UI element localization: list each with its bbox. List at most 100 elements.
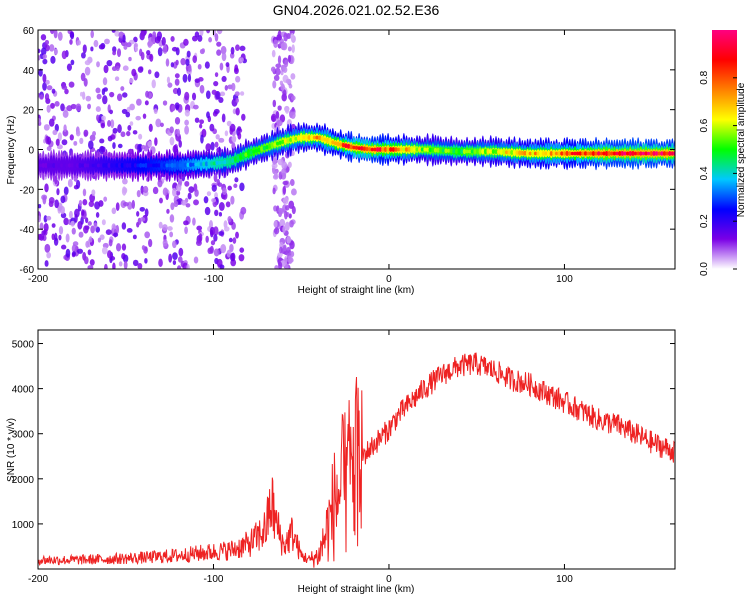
ridge-mark bbox=[386, 147, 390, 152]
ridge-mark bbox=[636, 151, 640, 156]
ridge-mark bbox=[560, 151, 564, 156]
y-tick-label: 60 bbox=[23, 26, 35, 37]
ridge-mark bbox=[439, 148, 443, 153]
noise-speckle bbox=[92, 131, 97, 137]
noise-speckle bbox=[38, 215, 42, 223]
noise-speckle bbox=[96, 93, 102, 100]
noise-speckle bbox=[278, 261, 283, 269]
ridge-mark bbox=[94, 162, 98, 168]
noise-speckle bbox=[174, 78, 180, 86]
ridge-mark bbox=[444, 148, 448, 154]
noise-speckle bbox=[109, 91, 115, 98]
noise-speckle bbox=[154, 36, 161, 44]
colorbar-gradient bbox=[712, 30, 737, 269]
ridge-mark bbox=[670, 151, 674, 156]
noise-speckle bbox=[152, 186, 159, 195]
ridge-mark bbox=[425, 147, 430, 152]
ridge-mark bbox=[249, 150, 253, 155]
noise-speckle bbox=[284, 59, 289, 68]
y-tick-label: -60 bbox=[20, 265, 35, 276]
noise-speckle bbox=[104, 38, 110, 45]
ridge-mark bbox=[528, 151, 532, 156]
noise-speckle bbox=[148, 123, 153, 133]
ridge-mark bbox=[515, 150, 519, 156]
noise-speckle bbox=[128, 56, 132, 62]
noise-speckle bbox=[57, 132, 62, 141]
noise-speckle bbox=[88, 201, 95, 208]
colorbar-tick-label: 0.2 bbox=[699, 214, 710, 228]
noise-speckle bbox=[213, 226, 219, 236]
noise-speckle bbox=[213, 248, 220, 257]
ridge-mark bbox=[652, 151, 656, 156]
noise-speckle bbox=[42, 82, 47, 91]
y-tick-label: 1000 bbox=[12, 520, 35, 531]
noise-speckle bbox=[131, 68, 137, 77]
noise-speckle bbox=[148, 238, 153, 248]
noise-speckle bbox=[57, 31, 63, 41]
noise-speckle bbox=[241, 113, 246, 121]
noise-speckle bbox=[210, 240, 216, 246]
noise-speckle bbox=[123, 201, 129, 207]
ridge-mark bbox=[647, 151, 651, 156]
noise-speckle bbox=[232, 135, 237, 143]
noise-speckle bbox=[235, 75, 241, 83]
noise-speckle bbox=[45, 79, 50, 85]
noise-speckle bbox=[46, 215, 52, 221]
noise-speckle bbox=[239, 91, 245, 96]
noise-speckle bbox=[70, 59, 75, 66]
ridge-mark bbox=[502, 149, 506, 155]
colorbar-tick-label: 0.8 bbox=[699, 70, 710, 84]
noise-speckle bbox=[147, 69, 152, 75]
ridge-mark bbox=[594, 151, 598, 156]
noise-speckle bbox=[38, 233, 43, 240]
noise-speckle bbox=[186, 264, 190, 269]
ridge-mark bbox=[518, 150, 522, 156]
colorbar-label: Normalized spectral amplitude bbox=[736, 82, 747, 217]
noise-speckle bbox=[288, 200, 295, 209]
noise-speckle bbox=[221, 113, 226, 123]
noise-speckle bbox=[197, 63, 202, 70]
noise-speckle bbox=[112, 50, 117, 56]
ridge-mark bbox=[531, 151, 535, 156]
x-tick-label: 0 bbox=[386, 574, 392, 585]
ridge-mark bbox=[81, 163, 85, 168]
ridge-mark bbox=[173, 163, 177, 168]
noise-speckle bbox=[44, 183, 49, 193]
y-tick-label: 40 bbox=[23, 66, 35, 77]
noise-speckle bbox=[153, 108, 158, 114]
ridge-mark bbox=[49, 163, 53, 168]
noise-speckle bbox=[79, 137, 84, 145]
noise-speckle bbox=[172, 240, 177, 249]
noise-speckle bbox=[61, 85, 68, 90]
noise-speckle bbox=[184, 226, 188, 235]
noise-speckle bbox=[112, 142, 116, 149]
ridge-mark bbox=[470, 149, 474, 154]
y-tick-label: 20 bbox=[23, 106, 35, 117]
ridge-mark bbox=[191, 162, 195, 167]
noise-speckle bbox=[235, 44, 240, 51]
noise-speckle bbox=[38, 118, 41, 124]
ridge-mark bbox=[539, 151, 543, 156]
ridge-mark bbox=[354, 145, 359, 150]
ridge-mark bbox=[620, 150, 624, 157]
ridge-mark bbox=[602, 151, 606, 156]
noise-speckle bbox=[235, 231, 239, 239]
noise-speckle bbox=[46, 252, 52, 259]
noise-speckle bbox=[82, 188, 87, 197]
noise-speckle bbox=[181, 199, 187, 206]
ridge-mark bbox=[541, 151, 545, 156]
noise-speckle bbox=[198, 233, 203, 243]
noise-speckle bbox=[129, 103, 135, 111]
noise-speckle bbox=[211, 184, 217, 192]
ridge-mark bbox=[610, 151, 614, 156]
noise-speckle bbox=[112, 46, 117, 53]
noise-speckle bbox=[157, 47, 163, 57]
ridge-mark bbox=[649, 151, 653, 156]
ridge-mark bbox=[378, 147, 382, 152]
noise-speckle bbox=[213, 108, 220, 114]
noise-speckle bbox=[273, 74, 280, 82]
noise-speckle bbox=[174, 73, 180, 79]
snr-x-label: Height of straight line (km) bbox=[298, 584, 415, 595]
